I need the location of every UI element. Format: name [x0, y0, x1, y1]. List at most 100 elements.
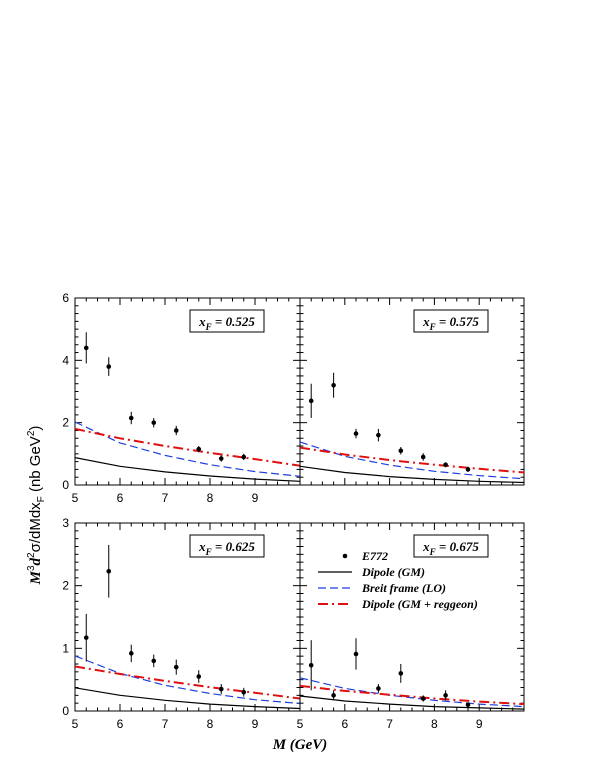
- data-point: [331, 693, 336, 698]
- x-tick-label: 7: [162, 717, 169, 731]
- panel-label-symbol: x: [422, 539, 430, 554]
- panel-label: xF = 0.625: [198, 539, 255, 557]
- y-tick-label: 0: [62, 478, 69, 492]
- panel-label-box: [413, 309, 489, 333]
- panel-label-box: [413, 534, 489, 558]
- y-axis-label-unit-sup: 2: [26, 430, 37, 436]
- data-point: [218, 686, 224, 692]
- data-point: [151, 658, 157, 664]
- data-point: [106, 568, 112, 574]
- data-point: [83, 635, 89, 640]
- curve-dipole-reggeon: [300, 446, 524, 474]
- y-tick-label: 3: [62, 516, 69, 530]
- legend-entry-4: Dipole (GM + reggeon): [318, 597, 478, 611]
- x-tick-label: 9: [476, 717, 483, 731]
- curve-dipole-gm: [75, 457, 300, 482]
- x-tick-label: 7: [162, 491, 169, 505]
- x-tick-label: 8: [207, 717, 214, 731]
- data-point: [398, 448, 404, 454]
- panel-label: xF = 0.575: [422, 314, 479, 332]
- panel-frame: [74, 297, 301, 486]
- curve-dipole-reggeon: [300, 684, 524, 706]
- y-tick-label: 2: [62, 579, 69, 593]
- legend-entry-3: Breit frame (LO): [318, 581, 446, 595]
- y-axis-label-symbol: M: [28, 570, 44, 585]
- data-point: [151, 420, 157, 425]
- panel-label-value: = 0.625: [212, 539, 256, 554]
- curve-breit-lo: [75, 655, 300, 705]
- data-point: [218, 456, 224, 461]
- panel-1: 5 6 7 8 9 0 2 4 6 xF = 0.525: [62, 291, 301, 505]
- x-tick-label: 5: [297, 717, 304, 731]
- x-tick-label: 6: [117, 491, 124, 505]
- panel-label-value: = 0.525: [212, 314, 256, 329]
- y-axis-label-sup: 3: [26, 565, 37, 571]
- y-axis-label-unit: (nb GeV: [27, 436, 44, 496]
- data-point: [241, 689, 247, 695]
- panel-label-sub: F: [205, 547, 212, 557]
- y-axis-label-rest: σ/dMdx: [27, 502, 44, 553]
- data-point: [376, 686, 381, 691]
- panel-label-symbol: x: [198, 314, 206, 329]
- y-tick-label: 0: [62, 704, 69, 718]
- x-tick-label: 5: [72, 717, 79, 731]
- curve-dipole-gm: [300, 695, 524, 710]
- panel-2: xF = 0.575: [299, 297, 525, 486]
- panel-4: 5 6 7 8 9 xF = 0.675: [297, 522, 525, 731]
- panel-label: xF = 0.525: [198, 314, 255, 332]
- curve-dipole-reggeon: [75, 665, 300, 700]
- panel-label-symbol: x: [198, 539, 206, 554]
- panel-label-symbol: x: [422, 314, 430, 329]
- data-point: [353, 651, 359, 657]
- panel-3: 5 6 7 8 9 0 1 2 3 xF = 0.625: [62, 516, 301, 731]
- data-point: [420, 696, 426, 701]
- curve-dipole-reggeon: [75, 427, 300, 467]
- data-point: [241, 454, 247, 460]
- x-tick-label: 6: [341, 717, 348, 731]
- legend-marker: [342, 553, 348, 559]
- panel-label-sub: F: [429, 322, 436, 332]
- panel-label-box: [189, 309, 265, 333]
- y-axis-label-close: ): [27, 426, 44, 431]
- legend-label: E772: [361, 549, 388, 563]
- y-axis-label-sup2: 2: [26, 552, 37, 558]
- y-axis-label-d: d: [28, 557, 44, 565]
- y-tick-label: 1: [62, 641, 69, 655]
- data-point: [376, 432, 381, 438]
- data-point: [308, 662, 314, 668]
- y-axis-label-sub: F: [36, 496, 47, 502]
- x-tick-label: 8: [431, 717, 438, 731]
- data-point: [83, 345, 89, 351]
- data-point: [443, 462, 448, 468]
- chart-legend: E772 Dipole (GM) Breit frame (LO) Dipole (G…: [318, 549, 478, 611]
- x-tick-label: 9: [252, 491, 259, 505]
- curve-breit-lo: [75, 421, 300, 477]
- legend-label: Dipole (GM): [361, 565, 425, 579]
- panel-frame: [299, 522, 525, 712]
- data-point: [173, 664, 179, 670]
- data-point: [196, 446, 202, 452]
- y-axis-label: M3d2σ/dMdxF (nb GeV2): [26, 426, 47, 586]
- legend-label: Breit frame (LO): [361, 581, 446, 595]
- x-tick-label: 5: [72, 491, 79, 505]
- data-point: [128, 415, 134, 421]
- panel-label-value: = 0.675: [436, 539, 480, 554]
- legend-entry-1: E772: [342, 549, 388, 563]
- y-tick-label: 6: [62, 291, 69, 305]
- x-tick-label: 9: [252, 717, 259, 731]
- x-axis-label: M (GeV): [272, 737, 328, 753]
- data-point: [196, 674, 202, 679]
- legend-entry-2: Dipole (GM): [318, 565, 425, 579]
- data-point: [173, 428, 179, 433]
- curve-breit-lo: [300, 677, 524, 708]
- panel-label-sub: F: [429, 547, 436, 557]
- curve-dipole-gm: [75, 687, 300, 710]
- data-point: [353, 431, 359, 436]
- curve-dipole-gm: [300, 465, 524, 484]
- panel-label-value: = 0.575: [436, 314, 480, 329]
- x-tick-label: 7: [386, 717, 393, 731]
- x-tick-label: 6: [117, 717, 124, 731]
- data-point: [128, 651, 134, 656]
